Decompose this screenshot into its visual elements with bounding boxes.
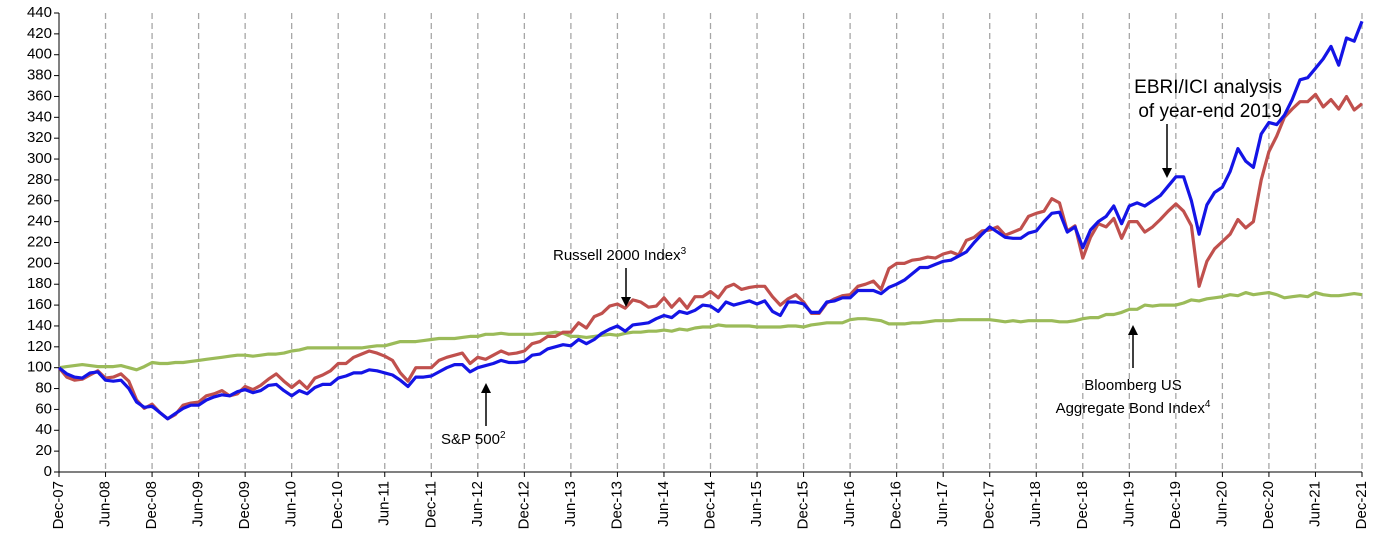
x-tick-label: Jun-15 bbox=[748, 481, 765, 527]
series-label-sup: 2 bbox=[500, 430, 506, 441]
annotation: EBRI/ICI analysis bbox=[1134, 77, 1282, 98]
y-tick-label: 0 bbox=[44, 463, 52, 480]
y-tick-label: 400 bbox=[27, 46, 52, 63]
y-tick-label: 120 bbox=[27, 338, 52, 355]
y-tick-label: 140 bbox=[27, 317, 52, 334]
x-tick-label: Jun-08 bbox=[97, 481, 114, 527]
x-tick-label: Dec-09 bbox=[236, 481, 253, 529]
y-tick-label: 40 bbox=[35, 421, 52, 438]
y-tick-label: 200 bbox=[27, 254, 52, 271]
x-tick-label: Jun-14 bbox=[655, 481, 672, 527]
series-label: Russell 2000 Index3 bbox=[553, 246, 687, 264]
x-tick-label: Jun-11 bbox=[376, 481, 393, 526]
x-tick-label: Dec-10 bbox=[329, 481, 346, 529]
series-line bbox=[57, 92, 1363, 421]
x-tick-label: Jun-12 bbox=[469, 481, 486, 527]
x-tick-label: Jun-13 bbox=[562, 481, 579, 527]
y-tick-label: 260 bbox=[27, 192, 52, 209]
x-tick-label: Dec-07 bbox=[50, 481, 67, 529]
y-tick-label: 300 bbox=[27, 150, 52, 167]
x-tick-label: Jun-19 bbox=[1120, 481, 1137, 527]
y-tick-label: 440 bbox=[27, 4, 52, 21]
series-label: Aggregate Bond Index4 bbox=[1056, 399, 1211, 417]
y-tick-label: 160 bbox=[27, 296, 52, 313]
x-tick-label: Jun-10 bbox=[283, 481, 300, 527]
x-tick-label: Dec-20 bbox=[1260, 481, 1277, 529]
x-tick-label: Dec-18 bbox=[1074, 481, 1091, 529]
y-tick-label: 340 bbox=[27, 108, 52, 125]
x-tick-label: Jun-09 bbox=[190, 481, 207, 527]
y-tick-label: 380 bbox=[27, 67, 52, 84]
series-line bbox=[58, 291, 1363, 372]
y-tick-label: 320 bbox=[27, 129, 52, 146]
series-label-sup: 4 bbox=[1205, 399, 1211, 410]
y-tick-label: 180 bbox=[27, 275, 52, 292]
x-tick-label: Dec-19 bbox=[1167, 481, 1184, 529]
x-tick-label: Dec-16 bbox=[888, 481, 905, 529]
y-tick-label: 100 bbox=[27, 359, 52, 376]
series-label-name: S&P 500 bbox=[441, 431, 500, 448]
x-tick-label: Jun-18 bbox=[1027, 481, 1044, 527]
series-label-name: Russell 2000 Index bbox=[553, 247, 681, 264]
x-tick-label: Jun-21 bbox=[1306, 481, 1323, 527]
series-label: S&P 5002 bbox=[441, 430, 506, 448]
x-tick-label: Dec-15 bbox=[795, 481, 812, 529]
x-tick-label: Dec-12 bbox=[515, 481, 532, 529]
x-tick-label: Dec-21 bbox=[1353, 481, 1370, 529]
x-tick-label: Dec-13 bbox=[608, 481, 625, 529]
series-label: Bloomberg US bbox=[1084, 377, 1182, 394]
y-tick-label: 280 bbox=[27, 171, 52, 188]
x-tick-label: Jun-16 bbox=[841, 481, 858, 527]
series-label-name: Aggregate Bond Index bbox=[1056, 400, 1206, 417]
series-label-name: Bloomberg US bbox=[1084, 377, 1182, 394]
series-line bbox=[58, 20, 1364, 421]
y-tick-label: 220 bbox=[27, 233, 52, 250]
series-label-sup: 3 bbox=[681, 246, 687, 257]
y-tick-label: 60 bbox=[35, 400, 52, 417]
y-tick-label: 20 bbox=[35, 442, 52, 459]
x-tick-label: Jun-20 bbox=[1213, 481, 1230, 527]
x-tick-label: Dec-11 bbox=[422, 481, 439, 528]
x-tick-label: Dec-14 bbox=[701, 481, 718, 529]
y-tick-label: 360 bbox=[27, 87, 52, 104]
x-tick-label: Jun-17 bbox=[934, 481, 951, 527]
y-tick-label: 80 bbox=[35, 380, 52, 397]
y-tick-label: 240 bbox=[27, 213, 52, 230]
annotation: of year-end 2019 bbox=[1138, 101, 1282, 122]
x-tick-label: Dec-17 bbox=[981, 481, 998, 529]
x-tick-label: Dec-08 bbox=[143, 481, 160, 529]
y-tick-label: 420 bbox=[27, 25, 52, 42]
